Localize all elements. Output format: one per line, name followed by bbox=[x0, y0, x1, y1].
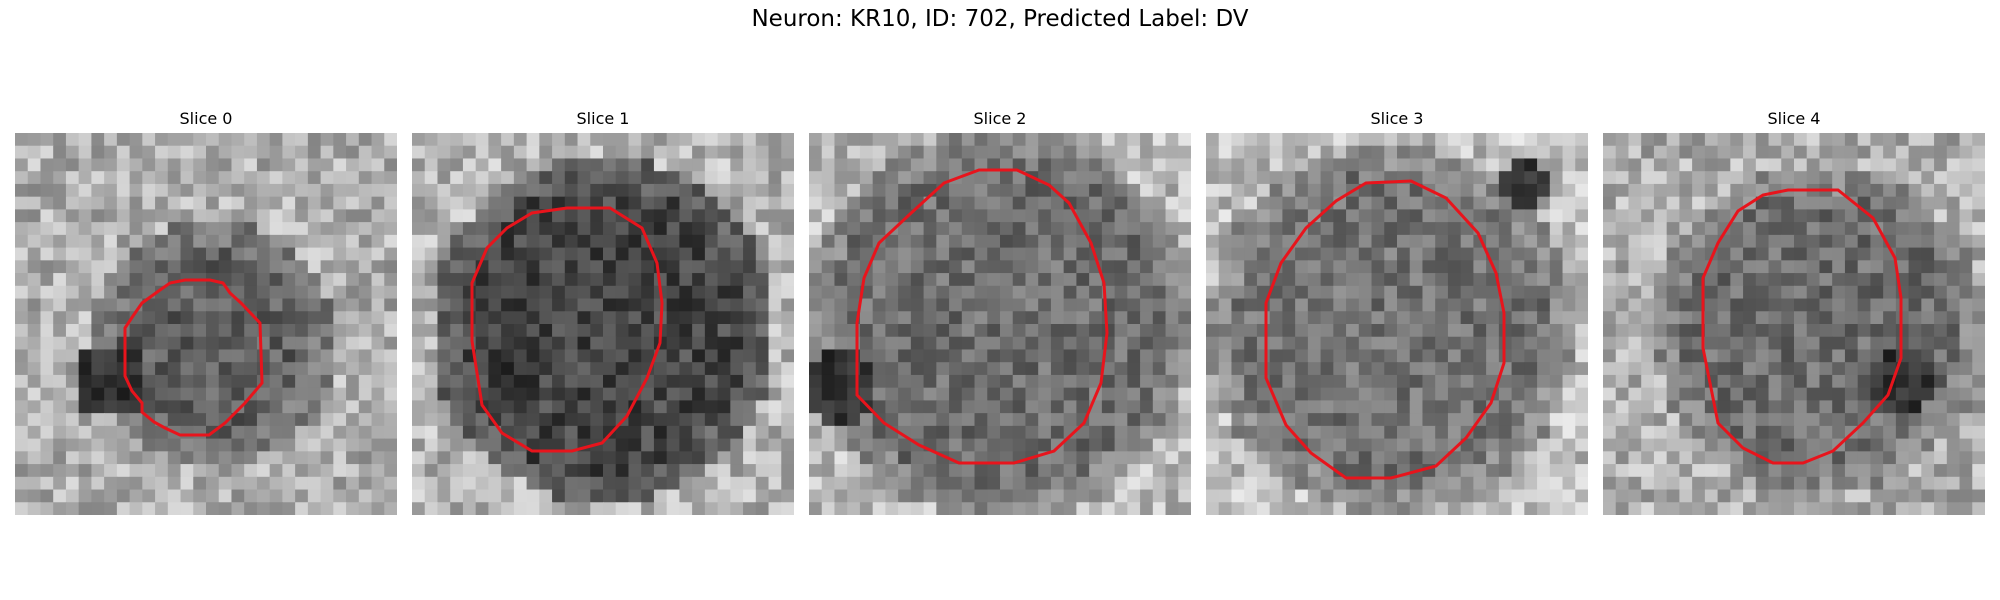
slice-image-2 bbox=[809, 133, 1191, 515]
slice-panel-1: Slice 1 bbox=[412, 108, 794, 515]
slice-panel-0: Slice 0 bbox=[15, 108, 397, 515]
slice-panel-3: Slice 3 bbox=[1206, 108, 1588, 515]
slice-title-2: Slice 2 bbox=[973, 109, 1027, 128]
slice-title-1: Slice 1 bbox=[576, 109, 630, 128]
slice-image-0 bbox=[15, 133, 397, 515]
roi-outline-1 bbox=[470, 206, 664, 453]
slice-title-4: Slice 4 bbox=[1767, 109, 1821, 128]
figure-title: Neuron: KR10, ID: 702, Predicted Label: … bbox=[751, 6, 1249, 32]
microscopy-pixels-1 bbox=[412, 133, 794, 515]
slice-panel-2: Slice 2 bbox=[809, 108, 1191, 515]
slice-image-4 bbox=[1603, 133, 1985, 515]
slice-title-0: Slice 0 bbox=[179, 109, 233, 128]
roi-outline-0 bbox=[123, 278, 264, 437]
microscopy-pixels-2 bbox=[809, 133, 1191, 515]
roi-outline-3 bbox=[1264, 179, 1506, 480]
roi-outline-2 bbox=[855, 168, 1109, 465]
slice-image-3 bbox=[1206, 133, 1588, 515]
roi-outline-4 bbox=[1701, 188, 1903, 465]
microscopy-pixels-0 bbox=[15, 133, 397, 515]
slice-image-1 bbox=[412, 133, 794, 515]
slice-panel-4: Slice 4 bbox=[1603, 108, 1985, 515]
microscopy-pixels-3 bbox=[1206, 133, 1588, 515]
microscopy-pixels-4 bbox=[1603, 133, 1985, 515]
slice-title-3: Slice 3 bbox=[1370, 109, 1424, 128]
